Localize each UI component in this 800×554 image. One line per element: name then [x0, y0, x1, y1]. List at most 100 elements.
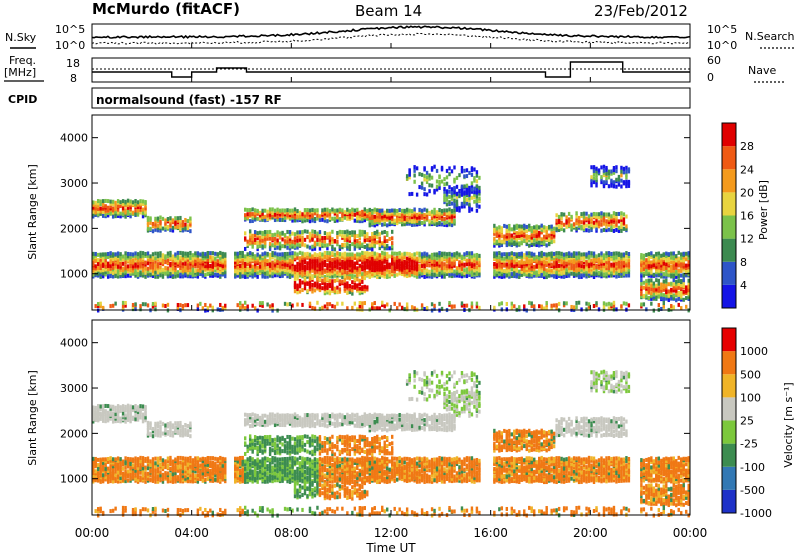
- power-cell: [199, 301, 202, 306]
- power-cell: [181, 261, 185, 266]
- power-cell: [346, 246, 349, 251]
- freq-left-tick-top: 18: [66, 57, 80, 70]
- power-cell: [605, 260, 608, 265]
- velocity-cell: [114, 477, 117, 482]
- power-cell: [625, 272, 628, 277]
- power-cell: [144, 251, 147, 256]
- power-cell: [146, 271, 150, 276]
- power-cell: [410, 305, 414, 310]
- power-cell: [356, 270, 359, 275]
- power-cell: [149, 264, 152, 269]
- power-cell: [343, 238, 347, 243]
- power-cell: [296, 276, 299, 281]
- power-cell: [144, 270, 147, 275]
- power-cell: [460, 274, 464, 279]
- velocity-cell: [101, 510, 105, 515]
- power-cell: [313, 208, 317, 213]
- power-cell: [311, 218, 314, 223]
- power-cell: [453, 272, 456, 277]
- power-cell: [617, 260, 621, 265]
- power-cell: [405, 219, 409, 224]
- power-cell: [144, 210, 147, 215]
- power-cell: [328, 284, 332, 289]
- power-cell: [587, 268, 591, 273]
- power-cell: [273, 273, 277, 278]
- power-cell: [271, 303, 274, 308]
- power-cell: [376, 252, 379, 257]
- power-cell: [557, 274, 561, 279]
- power-cell: [435, 187, 439, 192]
- power-cell: [393, 256, 396, 261]
- power-cell: [286, 213, 289, 218]
- power-cell: [368, 220, 371, 225]
- power-cell: [605, 219, 608, 224]
- power-cell: [331, 260, 334, 265]
- power-cell: [645, 307, 648, 312]
- power-cell: [577, 221, 581, 226]
- velocity-cell: [111, 466, 115, 471]
- power-cell: [301, 239, 304, 244]
- power-cell: [495, 264, 499, 269]
- power-cell: [196, 271, 200, 276]
- power-cell: [520, 229, 523, 234]
- power-cell: [376, 275, 379, 280]
- power-cell: [440, 306, 444, 311]
- power-cell: [523, 272, 526, 277]
- power-cell: [450, 254, 454, 259]
- power-cell: [366, 246, 369, 251]
- power-cell: [567, 258, 571, 263]
- power-cell: [273, 262, 277, 267]
- power-cell: [595, 263, 598, 268]
- power-cell: [665, 289, 668, 294]
- power-cell: [373, 244, 376, 249]
- power-cell: [405, 261, 409, 266]
- power-cell: [266, 274, 269, 279]
- power-cell: [590, 212, 593, 217]
- velocity-cell: [124, 413, 127, 418]
- power-cell: [425, 256, 429, 261]
- power-cell: [667, 273, 670, 278]
- power-cell: [468, 196, 471, 201]
- power-cell: [615, 227, 618, 232]
- power-cell: [528, 300, 531, 305]
- power-cell: [144, 274, 147, 279]
- power-cell: [341, 268, 344, 273]
- power-cell: [662, 279, 665, 284]
- velocity-cell: [96, 417, 100, 422]
- power-cell: [116, 251, 120, 256]
- power-cell: [587, 214, 591, 219]
- power-cell: [475, 173, 479, 178]
- power-cell: [311, 264, 314, 269]
- power-cell: [515, 252, 518, 257]
- power-cell: [166, 224, 170, 229]
- power-cell: [391, 208, 394, 213]
- power-cell: [542, 238, 546, 243]
- power-cell: [99, 274, 102, 279]
- power-cell: [555, 254, 558, 259]
- velocity-cell: [104, 465, 107, 470]
- power-cell: [164, 260, 167, 265]
- power-cell: [403, 219, 406, 224]
- power-cell: [675, 258, 678, 263]
- power-cell: [336, 242, 339, 247]
- power-cell: [186, 226, 190, 231]
- power-cell: [448, 185, 451, 190]
- power-cell: [146, 261, 150, 266]
- power-cell: [333, 278, 337, 283]
- power-cell: [268, 215, 272, 220]
- power-cell: [351, 215, 354, 220]
- power-cell: [378, 255, 381, 260]
- power-cell: [597, 270, 601, 275]
- power-cell: [420, 268, 424, 273]
- power-cell: [582, 220, 586, 225]
- power-cell: [398, 212, 401, 217]
- power-cell: [557, 301, 561, 306]
- power-cell: [602, 272, 606, 277]
- power-cell: [542, 260, 546, 265]
- power-cell: [126, 198, 130, 203]
- power-cell: [652, 283, 656, 288]
- power-cell: [376, 222, 379, 227]
- power-cell: [318, 254, 322, 259]
- power-cell: [313, 281, 317, 286]
- power-cell: [199, 268, 202, 273]
